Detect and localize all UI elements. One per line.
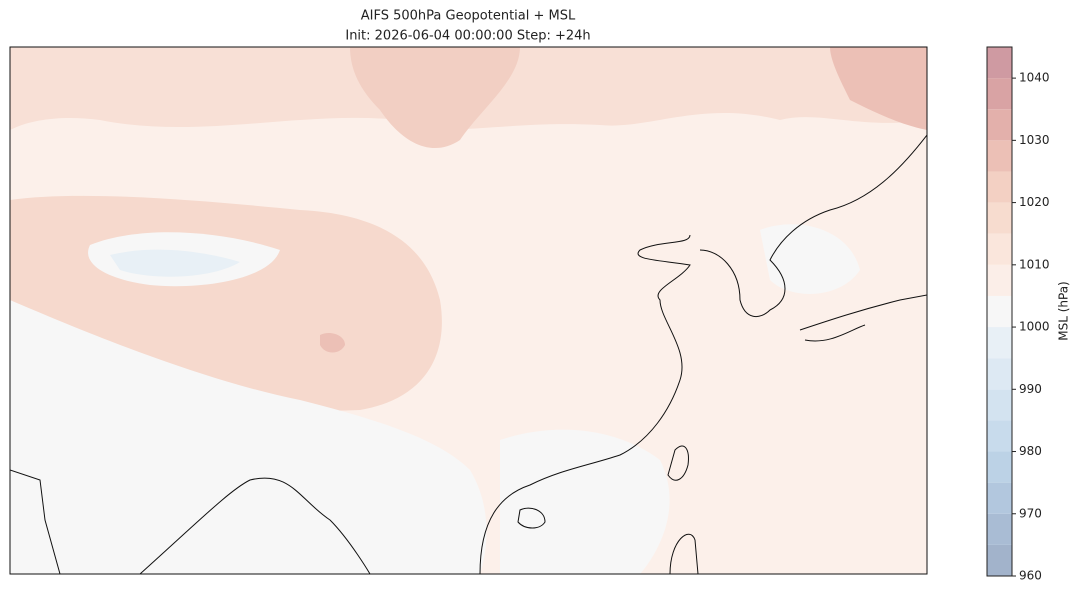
map-area [9,46,928,575]
colorbar-tick-label: 1020 [1019,195,1050,209]
coastline [479,234,691,574]
colorbar-band [987,544,1012,576]
colorbar-band [987,389,1012,421]
island [517,507,546,529]
colorbar-band [987,264,1012,296]
map-title: AIFS 500hPa Geopotential + MSL [361,9,576,24]
field-high [320,333,345,353]
colorbar-tick-label: 1000 [1019,320,1050,334]
colorbar-tick-label: 1040 [1019,71,1050,85]
island [667,445,689,481]
colorbar-band [987,171,1012,203]
colorbar-tick-label: 990 [1019,382,1042,396]
colorbar-tick-label: 1010 [1019,257,1050,271]
coastline [669,533,699,574]
field-low [500,429,670,574]
colorbar-tick-label: 960 [1019,569,1042,583]
colorbar: 960 970 980 990 1000 1010 1020 1030 1040 [986,46,1050,583]
colorbar-band [987,202,1012,234]
colorbar-band [987,78,1012,110]
colorbar-tick-label: 970 [1019,506,1042,520]
coastline [699,134,927,318]
colorbar-band [987,420,1012,452]
colorbar-tick-label: 1030 [1019,133,1050,147]
coastline [799,294,927,342]
colorbar-band [987,109,1012,141]
colorbar-band [987,140,1012,172]
map-frame [9,46,928,575]
field-low [10,300,487,574]
colorbar-band [987,451,1012,483]
colorbar-label: MSL (hPa) [1057,281,1071,341]
colorbar-band [987,482,1012,514]
colorbar-band [987,295,1012,328]
field-high [830,47,927,130]
field-high [350,47,520,149]
map-subtitle: Init: 2026-06-04 00:00:00 Step: +24h [345,29,590,44]
colorbar-frame [986,46,1013,577]
colorbar-band [987,327,1012,359]
field-low [760,224,860,294]
coastline [139,477,371,574]
coastline [10,469,61,574]
colorbar-band [987,358,1012,390]
colorbar-band [987,233,1012,265]
field-low [110,249,240,277]
colorbar-tick-label: 980 [1019,444,1042,458]
colorbar-band [987,47,1012,79]
colorbar-band [987,513,1012,545]
